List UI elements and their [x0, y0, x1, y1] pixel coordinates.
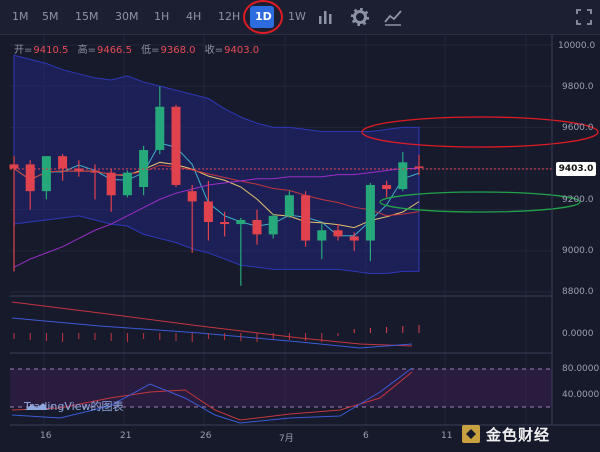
gear-icon[interactable] [350, 7, 370, 27]
rsi-tick-label: 40.0000 [562, 390, 600, 400]
ohlc-low-label: 低= [141, 45, 160, 56]
oscillator-signal-line [11, 301, 413, 347]
candle-body [25, 164, 35, 192]
candle-body [203, 201, 213, 223]
candle-body [74, 168, 84, 171]
brand-logo-text: 金色财经 [486, 426, 551, 444]
candle-body [58, 156, 68, 169]
time-tick-label: 11 [441, 431, 453, 441]
tradingview-watermark: TradingView的图表 [24, 400, 124, 413]
toolbar: 1M 5M 15M 30M 1H 4H 12H 1D 1W [0, 0, 600, 35]
candle-body [236, 219, 246, 225]
price-tick-label: 8800.0 [562, 287, 594, 297]
timeframe-12h[interactable]: 12H [218, 10, 241, 23]
ma-line-fast [13, 142, 420, 237]
time-tick-label: 16 [40, 431, 52, 441]
timeframe-1w[interactable]: 1W [288, 10, 306, 23]
candle-body [41, 156, 51, 192]
candle-body [90, 170, 100, 173]
candle-body [122, 172, 132, 196]
candle-body [268, 215, 278, 235]
indicator-icon[interactable] [383, 7, 403, 27]
candle-body [9, 164, 19, 169]
candle-body [317, 230, 327, 241]
active-timeframe-circle [243, 0, 283, 34]
candle-body [365, 184, 375, 241]
bar-chart-icon[interactable] [316, 7, 336, 27]
ohlc-close-value: 9403.0 [224, 45, 260, 56]
timeframe-15m[interactable]: 15M [75, 10, 99, 23]
timeframe-30m[interactable]: 30M [115, 10, 139, 23]
ma-line-slow [13, 164, 420, 217]
timeframe-4h[interactable]: 4H [186, 10, 202, 23]
bollinger-band [13, 54, 420, 274]
oscillator-macd-line [11, 317, 413, 349]
ohlc-close-label: 收= [204, 45, 224, 56]
moving-average-lines [13, 142, 420, 268]
time-tick-label: 21 [120, 431, 132, 441]
ohlc-high-value: 9466.5 [96, 45, 132, 56]
candle-body [106, 172, 116, 196]
ohlc-high-label: 高= [77, 45, 96, 56]
candle-body [187, 191, 197, 202]
candle-body [333, 230, 343, 237]
rsi-secondary-line [11, 367, 413, 424]
tradingview-logo-icon [25, 403, 48, 410]
ohlc-low-value: 9368.0 [160, 45, 196, 56]
candle-body [301, 195, 311, 241]
price-tick-label: 10000.0 [558, 41, 596, 51]
time-tick-label: 6 [363, 431, 369, 441]
timeframe-5m[interactable]: 5M [42, 10, 59, 23]
fullscreen-icon[interactable] [574, 7, 594, 27]
red-annotation-ellipse [361, 116, 599, 148]
candle-body [398, 162, 408, 190]
brand-logo-icon [462, 425, 480, 443]
candle-body [284, 195, 294, 216]
time-tick-label: 7月 [279, 434, 294, 444]
candle-body [220, 222, 230, 225]
candle-body [414, 166, 424, 168]
ohlc-open-value: 9410.5 [33, 45, 69, 56]
ma-line-long [13, 168, 419, 268]
rsi-tick-label: 80.0000 [562, 364, 600, 374]
price-tick-label: 9600.0 [562, 123, 594, 133]
candle-body [382, 184, 392, 190]
timeframe-1h[interactable]: 1H [154, 10, 170, 23]
price-tick-label: 9000.0 [562, 246, 594, 256]
rsi-band [10, 369, 552, 407]
ohlc-legend: 开=9410.5 高=9466.5 低=9368.0 收=9403.0 [14, 41, 265, 56]
candle-body [171, 106, 181, 185]
rsi-pane [11, 367, 413, 424]
candle-body [349, 236, 359, 241]
timeframe-1m[interactable]: 1M [12, 10, 29, 23]
oscillator-tick-label: 0.0000 [562, 329, 594, 339]
green-annotation-ellipse [379, 191, 581, 213]
oscillator-pane [11, 301, 420, 349]
price-tick-label: 9200.0 [562, 195, 594, 205]
time-tick-label: 26 [200, 431, 212, 441]
ohlc-open-label: 开= [14, 45, 33, 56]
price-tick-label: 9800.0 [562, 82, 594, 92]
candle-body [155, 106, 165, 150]
candle-body [252, 219, 262, 235]
last-price-tag: 9403.0 [556, 162, 596, 176]
rsi-line [11, 371, 413, 421]
